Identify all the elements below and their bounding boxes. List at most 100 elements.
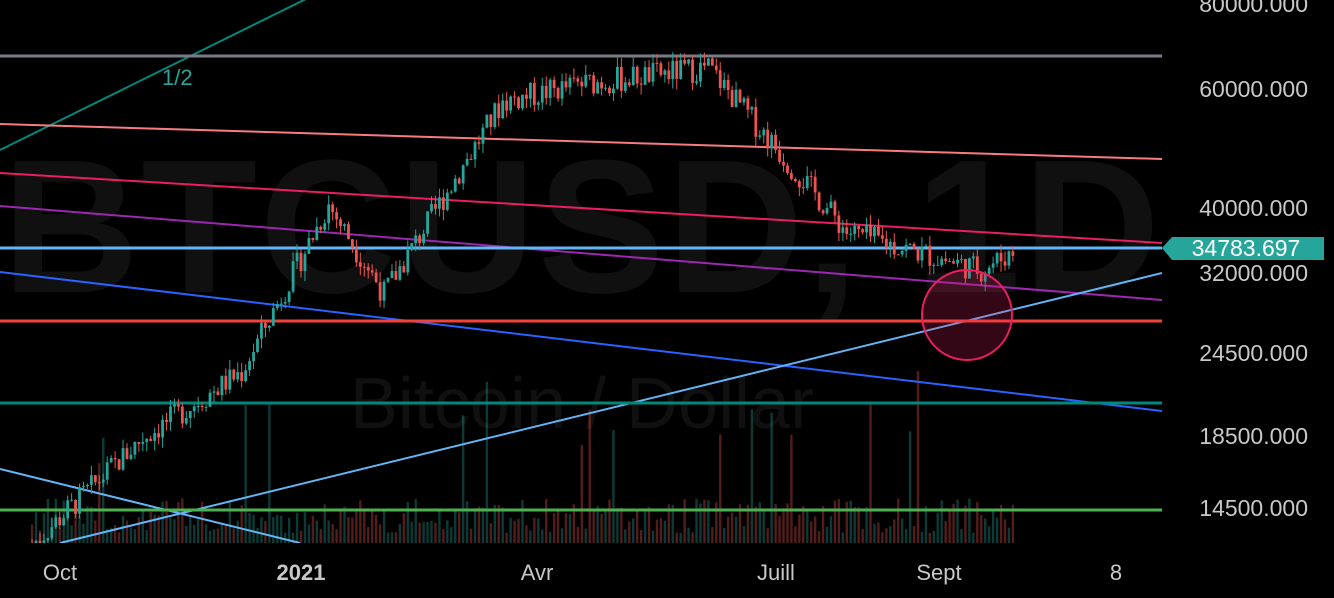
volume-bar: [620, 507, 623, 543]
trendline-light-red[interactable]: [0, 123, 1162, 160]
volume-bar: [984, 518, 987, 543]
volume-bar: [936, 512, 939, 543]
volume-bar: [659, 518, 663, 543]
trendline-teal[interactable]: [0, 0, 310, 151]
volume-bar: [881, 532, 884, 543]
trendline-light-blue-falling[interactable]: [0, 468, 301, 543]
volume-bar: [177, 502, 180, 543]
candle-body: [78, 487, 81, 514]
volume-bar: [691, 532, 694, 543]
candle-body: [786, 165, 789, 173]
volume-bar: [600, 513, 603, 543]
x-axis[interactable]: Oct 2021 Avr Juill Sept 8: [43, 560, 1122, 585]
candle-body: [149, 438, 153, 441]
candle-body: [580, 81, 584, 87]
volume-bar: [825, 526, 829, 543]
trendline-crimson[interactable]: [0, 172, 1162, 244]
candle-body: [509, 96, 513, 111]
candle-body: [228, 369, 232, 390]
volume-bar: [651, 530, 655, 543]
volume-bar: [42, 513, 46, 543]
candle-body: [501, 100, 505, 119]
candle-body: [173, 404, 176, 407]
candle-body: [449, 191, 453, 193]
trendline-purple[interactable]: [0, 205, 1162, 301]
volume-bar: [529, 530, 532, 543]
candle-body: [125, 448, 129, 459]
candle-body: [196, 406, 200, 408]
volume-bar: [355, 508, 358, 543]
volume-bar: [533, 517, 536, 543]
candle-body: [303, 253, 307, 272]
candle-body: [279, 303, 283, 305]
volume-bar: [410, 521, 413, 543]
candle-body: [556, 88, 560, 99]
candle-body: [770, 134, 774, 149]
volume-bar: [450, 527, 453, 543]
volume-bar: [185, 525, 188, 543]
volume-bar: [635, 510, 639, 543]
candle-body: [513, 96, 516, 98]
candle-body: [928, 245, 932, 266]
horizontal-levels[interactable]: [0, 54, 1162, 512]
x-tick-label: 2021: [277, 560, 326, 585]
volume-bar: [687, 527, 690, 543]
y-axis[interactable]: 80000.000 60000.000 40000.000 32000.000 …: [1199, 0, 1308, 521]
volume-bar: [774, 503, 777, 543]
trendline-blue[interactable]: [0, 271, 1162, 412]
candle-body: [592, 75, 596, 94]
volume-bar: [572, 504, 576, 543]
candle-body: [42, 540, 46, 543]
volume-bar: [327, 520, 330, 543]
volume-bar: [956, 499, 959, 543]
candle-body: [354, 247, 358, 263]
volume-bar: [248, 513, 251, 543]
candle-body: [584, 74, 588, 87]
volume-bar: [556, 510, 560, 543]
candle-body: [762, 129, 766, 136]
candle-body: [252, 352, 255, 362]
candle-body: [271, 308, 275, 326]
candle-body: [311, 238, 315, 240]
volume-bar: [153, 514, 156, 543]
y-tick-label: 40000.000: [1199, 195, 1308, 221]
volume-bar: [548, 532, 552, 543]
candle-body: [691, 59, 694, 83]
volume-bar: [260, 517, 263, 543]
volume-bar: [877, 522, 880, 543]
candle-body: [434, 204, 437, 209]
candle-body: [220, 375, 224, 396]
volume-bar: [382, 510, 386, 543]
candle-body: [663, 70, 667, 75]
candle-body: [944, 258, 948, 262]
candle-body: [86, 484, 89, 487]
candle-body: [651, 62, 655, 82]
candle-body: [82, 486, 85, 488]
candle-body: [995, 252, 999, 264]
candle-body: [517, 97, 520, 109]
volume-bar: [580, 444, 584, 543]
candle-body: [38, 540, 42, 543]
volume-bar: [813, 516, 817, 543]
trendlines[interactable]: [0, 0, 1162, 543]
candle-body: [97, 482, 101, 484]
candle-body: [291, 261, 295, 292]
volume-bar: [66, 511, 69, 543]
volume-bar: [699, 503, 702, 543]
candle-body: [560, 81, 564, 99]
candle-body: [884, 238, 888, 248]
trendline-light-blue-rising[interactable]: [59, 272, 1162, 543]
target-zone-circle[interactable]: [921, 269, 1013, 361]
candle-body: [667, 70, 671, 80]
volume-bar: [442, 528, 445, 543]
candle-body: [469, 159, 473, 161]
volume-bar: [552, 513, 556, 543]
candle-body: [192, 406, 196, 412]
volume-bar: [960, 529, 963, 543]
volume-bar: [596, 506, 599, 543]
volume-bar: [505, 532, 508, 543]
candle-body: [414, 235, 418, 244]
volume-bar: [853, 506, 856, 543]
candle-body: [861, 229, 865, 233]
